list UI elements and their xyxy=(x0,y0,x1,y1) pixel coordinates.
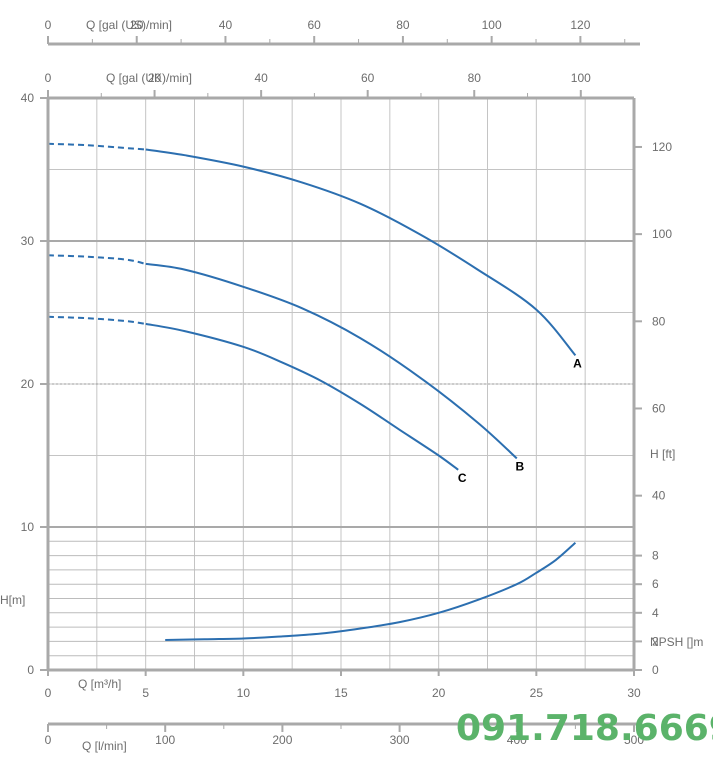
right-ft-tick-label: 40 xyxy=(652,489,666,503)
x-tick-label: 25 xyxy=(530,686,544,700)
right-ft-tick-label: 80 xyxy=(652,314,666,328)
right-npsh-tick-label: 6 xyxy=(652,577,659,591)
top-us-tick-label: 40 xyxy=(219,18,233,32)
top-uk-tick-label: 20 xyxy=(148,71,162,85)
top-uk-tick-label: 60 xyxy=(361,71,375,85)
bottom-lmin-tick-label: 400 xyxy=(507,733,527,747)
bottom-lmin-tick-label: 500 xyxy=(624,733,644,747)
series-b-curve xyxy=(145,262,518,460)
top-uk-tick-label: 0 xyxy=(45,71,52,85)
top-us-tick-label: 100 xyxy=(482,18,502,32)
right-npsh-tick-label: 8 xyxy=(652,549,659,563)
x-tick-label: 15 xyxy=(334,686,348,700)
right-axis-npsh-title: NPSH []m xyxy=(650,635,703,649)
top-us-tick-label: 0 xyxy=(45,18,52,32)
x-axis-title: Q [m³/h] xyxy=(78,677,121,691)
series-label-b: B xyxy=(515,459,524,473)
x-tick-label: 30 xyxy=(627,686,641,700)
series-a-curve xyxy=(145,148,577,357)
series-b-dashed xyxy=(47,254,146,265)
series-c-dashed xyxy=(47,315,146,325)
left-tick-label: 0 xyxy=(27,663,34,677)
series-layer: A B C xyxy=(47,142,582,641)
series-c-curve xyxy=(145,322,459,471)
x-tick-label: 0 xyxy=(45,686,52,700)
x-tick-label: 5 xyxy=(142,686,149,700)
x-tick-label: 10 xyxy=(237,686,251,700)
top-uk-tick-label: 100 xyxy=(571,71,591,85)
x-tick-label: 20 xyxy=(432,686,446,700)
left-tick-label: 40 xyxy=(21,91,35,105)
left-tick-label: 30 xyxy=(21,234,35,248)
top-axis-uk-title: Q [gal (UK)/min] xyxy=(106,71,192,85)
watermark-phone: 091.718.6669 xyxy=(456,708,713,749)
top-uk-tick-label: 40 xyxy=(254,71,268,85)
grid-lines xyxy=(48,98,634,670)
right-axis-head-title: H [ft] xyxy=(650,447,675,461)
series-npsh-curve xyxy=(165,541,577,641)
top-us-tick-label: 20 xyxy=(130,18,144,32)
bottom-axis-lmin-title: Q [l/min] xyxy=(82,739,127,753)
top-us-tick-label: 80 xyxy=(396,18,410,32)
bottom-lmin-tick-label: 300 xyxy=(390,733,410,747)
bottom-lmin-tick-label: 200 xyxy=(272,733,292,747)
left-tick-label: 10 xyxy=(21,520,35,534)
right-npsh-tick-label: 2 xyxy=(652,634,659,648)
bottom-lmin-tick-label: 100 xyxy=(155,733,175,747)
top-us-tick-label: 60 xyxy=(308,18,322,32)
top-axis-us-title: Q [gal (US)/min] xyxy=(86,18,172,32)
top-us-tick-label: 120 xyxy=(570,18,590,32)
left-axis-title: H[m] xyxy=(0,593,25,607)
bottom-lmin-tick-label: 0 xyxy=(45,733,52,747)
series-label-a: A xyxy=(573,356,582,370)
top-uk-tick-label: 80 xyxy=(468,71,482,85)
series-a-dashed xyxy=(47,142,146,151)
right-npsh-tick-label: 4 xyxy=(652,606,659,620)
right-npsh-tick-label: 0 xyxy=(652,663,659,677)
right-ft-tick-label: 100 xyxy=(652,227,672,241)
series-label-c: C xyxy=(458,471,467,485)
right-ft-tick-label: 120 xyxy=(652,140,672,154)
left-tick-label: 20 xyxy=(21,377,35,391)
right-ft-tick-label: 60 xyxy=(652,401,666,415)
